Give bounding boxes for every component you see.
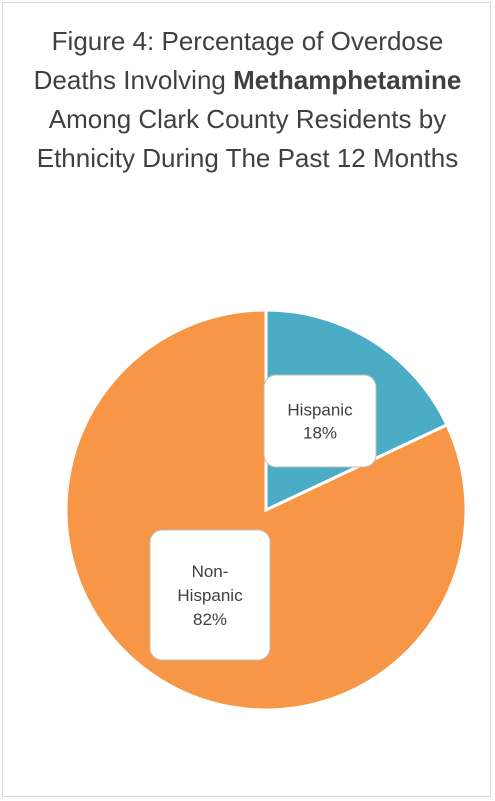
data-label-line: Non-: [192, 562, 229, 581]
data-label-line: 82%: [193, 610, 227, 629]
chart-title: Figure 4: Percentage of Overdose Deaths …: [20, 22, 475, 178]
data-label-line: 18%: [303, 424, 337, 443]
chart-title-part-2: Among Clark County Residents by Ethnicit…: [36, 104, 459, 173]
data-label-box: [263, 374, 377, 468]
data-label-box: [149, 529, 271, 661]
chart-title-part-1: Figure 4: Percentage of Overdose Deaths …: [33, 26, 444, 95]
data-label-non-hispanic: Non- Hispanic 82%: [149, 529, 271, 661]
data-label-line: Hispanic: [287, 401, 353, 420]
data-label-hispanic: Hispanic 18%: [263, 374, 377, 468]
pie-labels: Hispanic 18% Non- Hispanic 82%: [149, 374, 377, 661]
data-label-line: Hispanic: [177, 586, 243, 605]
chart-title-bold: Methamphetamine: [233, 65, 462, 95]
